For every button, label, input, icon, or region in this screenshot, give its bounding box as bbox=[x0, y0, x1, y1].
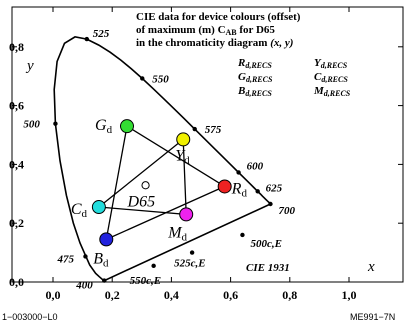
device-label-r: Rd bbox=[231, 180, 248, 199]
wavelength-dot bbox=[255, 189, 260, 194]
device-label-g: Gd bbox=[95, 117, 113, 136]
title-line-3: in the chromaticity diagram (x, y) bbox=[136, 37, 293, 49]
title-line-2: of maximum (m) CAB for D65 bbox=[136, 24, 275, 37]
wavelength-label: 500 bbox=[23, 119, 40, 131]
x-tick-label: 0,2 bbox=[105, 288, 120, 302]
device-point-m bbox=[179, 207, 194, 222]
wavelength-label: 475 bbox=[56, 253, 74, 265]
device-label-main: M bbox=[167, 224, 183, 241]
purple-line-label: 500c,E bbox=[250, 238, 281, 250]
device-label-sub: d bbox=[103, 257, 109, 269]
device-label-main: B bbox=[93, 250, 103, 267]
x-tick-label: 0,6 bbox=[223, 288, 238, 302]
y-tick-label: 0,2 bbox=[9, 216, 24, 230]
wavelength-dot bbox=[236, 170, 241, 175]
legend-g: Gd,RECS bbox=[238, 71, 273, 84]
wavelength-dot bbox=[102, 278, 107, 283]
y-tick-label: 0,8 bbox=[9, 40, 24, 54]
title-line-1: CIE data for device colours (offset) bbox=[136, 11, 301, 23]
purple-line-label: 525c,E bbox=[174, 258, 205, 270]
wavelength-label: 625 bbox=[266, 182, 283, 194]
legend-c: Cd,RECS bbox=[314, 71, 348, 84]
device-label-m: Md bbox=[167, 224, 187, 243]
purple-line-label: 550c,E bbox=[130, 275, 161, 287]
wavelength-label: 550 bbox=[152, 73, 169, 85]
device-label-main: C bbox=[71, 201, 82, 218]
y-tick-label: 0,0 bbox=[9, 275, 24, 289]
wavelength-label: 525 bbox=[93, 28, 110, 40]
x-tick-label: 0,4 bbox=[164, 288, 179, 302]
x-tick-label: 1,0 bbox=[342, 288, 357, 302]
wavelength-label: 575 bbox=[205, 124, 222, 136]
wavelength-label: 700 bbox=[278, 205, 295, 217]
purple-line-dot bbox=[151, 263, 156, 269]
triangle-ycm bbox=[97, 138, 187, 216]
legend-y: Yd,RECS bbox=[314, 57, 348, 70]
white-point-marker bbox=[141, 181, 150, 190]
system-label: CIE 1931 bbox=[246, 262, 290, 274]
device-label-c: Cd bbox=[71, 201, 88, 220]
wavelength-dot bbox=[268, 201, 273, 207]
wavelength-dot bbox=[192, 126, 197, 132]
title-tail: for D65 bbox=[237, 24, 276, 36]
legend-m: Md,RECS bbox=[313, 85, 351, 98]
title-sub: AB bbox=[226, 28, 238, 37]
title-xy: (x, y) bbox=[270, 37, 293, 49]
wavelength-dot bbox=[83, 254, 88, 259]
legend-b: Bd,RECS bbox=[237, 85, 272, 98]
device-label-sub: d bbox=[107, 124, 113, 136]
device-point-g bbox=[120, 119, 134, 134]
device-point-b bbox=[99, 232, 114, 247]
wavelength-label: 600 bbox=[247, 160, 264, 172]
y-tick-label: 0,6 bbox=[9, 99, 24, 113]
device-label-main: R bbox=[231, 180, 242, 197]
wavelength-dot bbox=[53, 121, 58, 126]
y-axis-label: y bbox=[25, 58, 34, 74]
footer-left: 1−003000−L0 bbox=[2, 312, 58, 322]
x-tick-label: 0,8 bbox=[282, 288, 297, 302]
legend: Rd,RECS Gd,RECS Bd,RECS Yd,RECS Cd,RECS … bbox=[237, 57, 351, 98]
footer-right: ME991−7N bbox=[350, 312, 396, 322]
y-tick-label: 0,4 bbox=[9, 157, 24, 171]
white-point-label: D65 bbox=[127, 193, 156, 210]
x-axis-label: x bbox=[367, 259, 375, 275]
wavelength-dot bbox=[84, 36, 90, 42]
x-tick-label: 0,0 bbox=[46, 288, 61, 302]
chart-title: CIE data for device colours (offset) of … bbox=[136, 11, 301, 49]
wavelength-dot bbox=[140, 76, 145, 81]
purple-line-dot bbox=[189, 250, 195, 255]
device-label-y: Yd bbox=[175, 147, 190, 166]
purple-line-dot bbox=[240, 232, 245, 238]
legend-r: Rd,RECS bbox=[237, 57, 272, 70]
device-label-sub: d bbox=[184, 154, 190, 166]
device-label-main: G bbox=[95, 117, 107, 134]
axis-ticks: 0,0 0,2 0,4 0,6 0,8 1,0 0,0 0,2 0,4 0,6 0,8 bbox=[9, 7, 403, 302]
device-label-sub: d bbox=[82, 208, 88, 220]
device-label-main: Y bbox=[175, 147, 186, 164]
device-point-r bbox=[217, 179, 232, 194]
device-gamut-lines bbox=[97, 125, 227, 241]
device-label-sub: d bbox=[241, 187, 247, 199]
device-point-y bbox=[176, 132, 191, 147]
device-label-b: Bd bbox=[93, 250, 109, 269]
wavelength-label: 400 bbox=[75, 280, 93, 292]
device-label-sub: d bbox=[182, 231, 188, 243]
device-point-c bbox=[91, 200, 106, 215]
